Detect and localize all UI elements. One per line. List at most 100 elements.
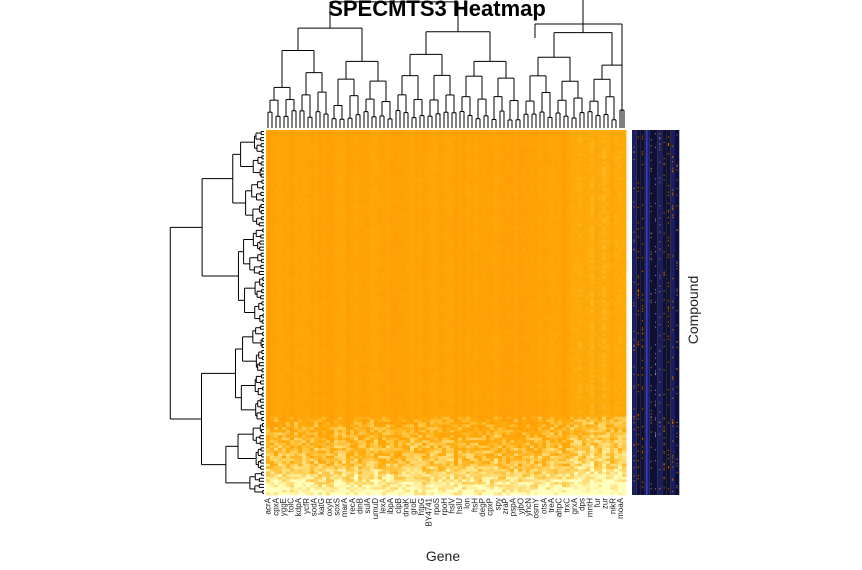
heatmap-cell [286, 255, 291, 259]
heatmap-cell [294, 179, 299, 183]
heatmap-cell [598, 195, 603, 199]
heatmap-cell [366, 218, 371, 222]
heatmap-cell [534, 242, 539, 246]
heatmap-cell [330, 200, 335, 204]
heatmap-cell [542, 163, 547, 167]
heatmap-cell [446, 169, 451, 173]
heatmap-cell [518, 234, 523, 238]
heatmap-cell [522, 205, 527, 209]
heatmap-cell [550, 145, 555, 149]
heatmap-cell [578, 161, 583, 165]
heatmap-cell [278, 216, 283, 219]
heatmap-cell [490, 140, 495, 144]
heatmap-cell [394, 163, 399, 167]
heatmap-cell [578, 182, 583, 186]
heatmap-cell [406, 205, 411, 209]
heatmap-cell [394, 221, 399, 225]
heatmap-cell [410, 166, 415, 170]
heatmap-cell [270, 218, 275, 222]
heatmap-cell [290, 226, 295, 230]
heatmap-cell [382, 184, 387, 188]
heatmap-cell [490, 163, 495, 167]
heatmap-cell [438, 137, 443, 141]
heatmap-cell [486, 182, 491, 186]
heatmap-cell [414, 213, 419, 217]
heatmap-cell [286, 242, 291, 246]
heatmap-cell [458, 200, 463, 204]
heatmap-cell [466, 135, 471, 139]
heatmap-cell [390, 255, 395, 259]
heatmap-cell [342, 150, 347, 154]
heatmap-cell [582, 223, 587, 227]
heatmap-cell [314, 153, 319, 157]
heatmap-cell [490, 132, 495, 136]
heatmap-cell [402, 221, 407, 225]
heatmap-cell [406, 195, 411, 199]
heatmap-cell [318, 255, 323, 259]
heatmap-cell [318, 192, 323, 196]
heatmap-cell [490, 205, 495, 209]
heatmap-cell [494, 213, 499, 217]
heatmap-cell [582, 143, 587, 146]
heatmap-cell [574, 161, 579, 165]
heatmap-cell [558, 208, 563, 212]
heatmap-cell [474, 161, 479, 165]
heatmap-cell [482, 236, 487, 240]
heatmap-cell [606, 130, 611, 133]
heatmap-cell [578, 163, 583, 167]
heatmap-cell [278, 161, 283, 165]
heatmap-cell [594, 135, 599, 139]
heatmap-cell [514, 145, 519, 149]
heatmap-cell [298, 205, 303, 209]
heatmap-cell [442, 135, 447, 139]
heatmap-cell [378, 205, 383, 209]
heatmap-cell [442, 195, 447, 199]
heatmap-cell [282, 249, 287, 253]
heatmap-cell [330, 184, 335, 188]
heatmap-cell [602, 174, 607, 178]
heatmap-cell [534, 130, 539, 133]
heatmap-cell [338, 239, 343, 243]
heatmap-cell [506, 195, 511, 199]
heatmap-cell [602, 135, 607, 139]
heatmap-cell [338, 223, 343, 227]
heatmap-cell [294, 200, 299, 204]
heatmap-cell [266, 249, 271, 253]
heatmap-cell [302, 218, 307, 222]
heatmap-cell [406, 229, 411, 233]
heatmap-cell [374, 200, 379, 204]
heatmap-cell [458, 216, 463, 219]
heatmap-cell [514, 216, 519, 219]
heatmap-cell [570, 189, 575, 193]
heatmap-cell [474, 218, 479, 222]
heatmap-cell [354, 140, 359, 144]
heatmap-cell [434, 166, 439, 170]
heatmap-cell [582, 239, 587, 243]
heatmap-cell [558, 192, 563, 196]
heatmap-cell [582, 179, 587, 183]
heatmap-cell [474, 130, 479, 133]
heatmap-cell [558, 132, 563, 136]
heatmap-cell [410, 153, 415, 157]
heatmap-cell [562, 176, 567, 180]
heatmap-cell [390, 239, 395, 243]
heatmap-cell [530, 218, 535, 222]
heatmap-cell [306, 239, 311, 243]
heatmap-cell [466, 236, 471, 240]
heatmap-cell [450, 255, 455, 259]
heatmap-cell [442, 244, 447, 248]
heatmap-cell [394, 143, 399, 146]
heatmap-cell [402, 163, 407, 167]
heatmap-cell [282, 205, 287, 209]
heatmap-cell [430, 195, 435, 199]
heatmap-cell [566, 200, 571, 204]
heatmap-cell [530, 216, 535, 219]
heatmap-cell [266, 218, 271, 222]
heatmap-cell [390, 213, 395, 217]
heatmap-cell [346, 176, 351, 180]
heatmap-cell [402, 176, 407, 180]
heatmap-cell [330, 203, 335, 206]
heatmap-cell [594, 150, 599, 154]
heatmap-cell [430, 234, 435, 238]
heatmap-cell [282, 242, 287, 246]
